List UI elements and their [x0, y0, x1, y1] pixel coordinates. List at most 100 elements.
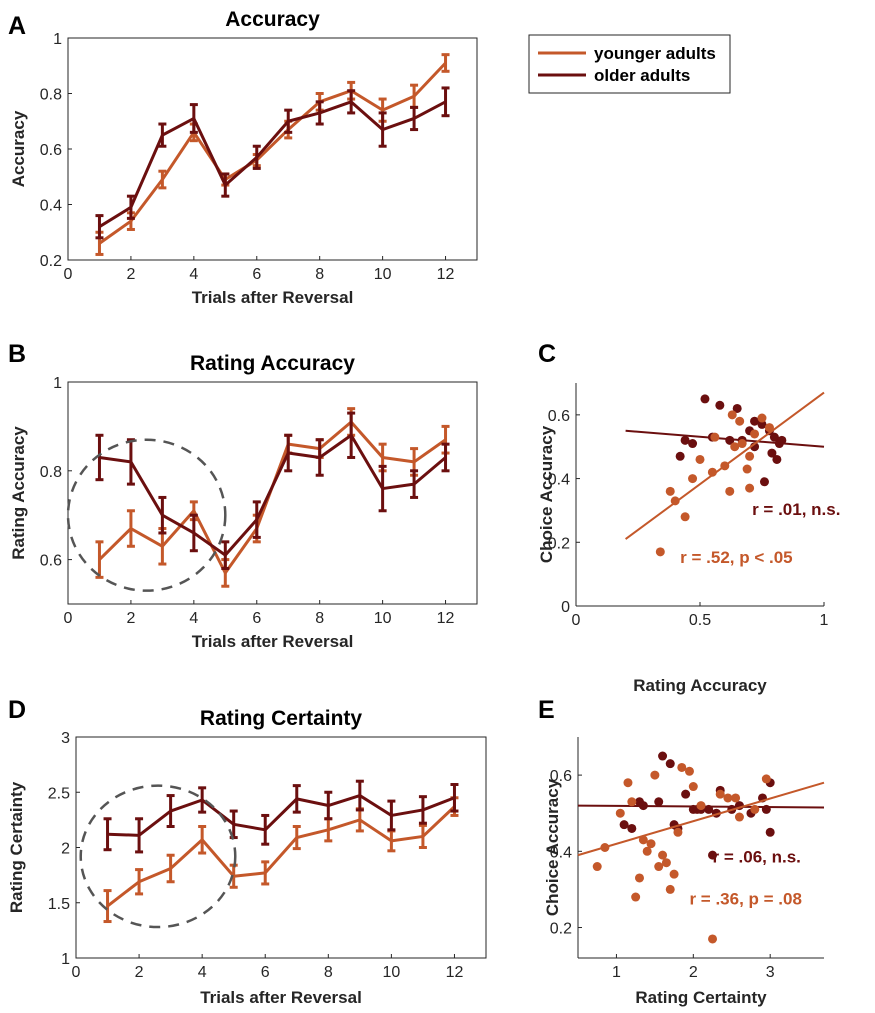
data-point — [638, 835, 648, 845]
x-tick-label: 3 — [766, 964, 775, 981]
data-point — [745, 451, 755, 461]
y-tick-label: 0 — [561, 599, 570, 616]
data-point — [665, 486, 675, 496]
x-tick-label: 0 — [64, 610, 73, 627]
data-point — [757, 413, 767, 423]
x-tick-label: 4 — [189, 266, 198, 283]
y-axis-label: Accuracy — [9, 110, 28, 187]
series-younger — [577, 762, 825, 944]
x-tick-label: 12 — [437, 266, 455, 283]
y-tick-label: 0.6 — [40, 553, 62, 570]
series-older — [625, 394, 825, 487]
panel-letter-e: E — [538, 696, 555, 724]
y-tick-label: 0.2 — [548, 535, 570, 552]
data-point — [677, 762, 687, 772]
x-tick-label: 0 — [572, 612, 581, 629]
data-point — [761, 774, 771, 784]
series-younger — [103, 796, 459, 924]
legend: younger adults older adults — [528, 34, 731, 94]
data-point — [650, 770, 660, 780]
data-point — [737, 439, 747, 449]
data-point — [688, 782, 698, 792]
series-younger — [95, 53, 450, 256]
data-point — [735, 416, 745, 426]
chart-title: Rating Certainty — [200, 707, 363, 730]
x-tick-label: 2 — [135, 964, 144, 981]
fit-line — [625, 429, 825, 448]
data-point — [619, 820, 629, 830]
x-tick-label: 6 — [252, 610, 261, 627]
data-point — [769, 432, 779, 442]
x-tick-label: 8 — [315, 610, 324, 627]
panel-b: B Rating Accuracy 0 2 4 6 8 10 12 0.6 0.8 1 Trials a… — [8, 340, 478, 651]
data-point — [730, 442, 740, 452]
y-tick-label: 0.2 — [40, 253, 62, 270]
data-point — [745, 483, 755, 493]
y-tick-label: 3 — [61, 730, 70, 747]
data-point — [680, 435, 690, 445]
correlation-annotation: r = .52, p < .05 — [680, 548, 792, 567]
highlight-circle — [66, 438, 227, 592]
data-point — [700, 394, 710, 404]
data-point — [669, 869, 679, 879]
y-tick-label: 0.6 — [40, 142, 62, 159]
highlight-circle — [79, 784, 237, 929]
x-tick-label: 8 — [315, 266, 324, 283]
data-point — [658, 751, 668, 761]
x-tick-label: 6 — [261, 964, 270, 981]
data-point — [710, 432, 720, 442]
y-tick-label: 0.6 — [548, 408, 570, 425]
y-tick-label: 0.8 — [40, 464, 62, 481]
data-point — [688, 439, 698, 449]
x-tick-label: 1 — [820, 612, 829, 629]
data-point — [696, 801, 706, 811]
series-line — [98, 100, 447, 228]
data-point — [750, 429, 760, 439]
data-point — [715, 400, 725, 410]
panel-e: E 1 2 3 0.2 0.4 0.6 Rating Certainty Choice Accu… — [538, 696, 825, 1007]
data-point — [646, 839, 656, 849]
correlation-annotation: r = .36, p = .08 — [689, 890, 801, 909]
chart-title: Rating Accuracy — [190, 352, 355, 375]
x-axis-label: Trials after Reversal — [192, 288, 354, 307]
series-younger — [95, 407, 450, 588]
data-point — [654, 862, 664, 872]
panel-letter-b: B — [8, 340, 26, 368]
x-tick-label: 2 — [126, 266, 135, 283]
panel-letter-d: D — [8, 696, 26, 724]
data-point — [675, 451, 685, 461]
x-tick-label: 2 — [689, 964, 698, 981]
data-point — [627, 797, 637, 807]
data-point — [654, 797, 664, 807]
panel-letter-c: C — [538, 340, 556, 368]
data-point — [695, 454, 705, 464]
panel-d: D Rating Certainty 0 2 4 6 8 10 12 1 1.5 2 2.5 3 Trial… — [7, 696, 487, 1007]
data-point — [665, 884, 675, 894]
y-tick-label: 0.4 — [40, 198, 62, 215]
y-tick-label: 1.5 — [48, 896, 70, 913]
data-point — [681, 789, 691, 799]
series-line — [98, 61, 447, 245]
y-tick-label: 0.6 — [550, 768, 572, 785]
legend-younger-label: younger adults — [594, 44, 716, 63]
y-tick-label: 0.4 — [548, 472, 570, 489]
data-point — [750, 416, 760, 426]
data-point — [688, 474, 698, 484]
data-point — [635, 873, 644, 883]
x-tick-label: 10 — [374, 266, 392, 283]
data-point — [742, 464, 752, 474]
panel-letter-a: A — [8, 12, 26, 40]
panel-a: A Accuracy 0 2 4 6 8 10 12 0.2 0.4 0.6 0.8 1 Trials af… — [8, 8, 478, 307]
series-older — [95, 411, 450, 570]
data-point — [615, 808, 625, 818]
x-tick-label: 10 — [382, 964, 400, 981]
data-point — [658, 850, 668, 860]
data-point — [708, 850, 718, 860]
y-axis-label: Choice Accuracy — [537, 425, 556, 563]
legend-box — [528, 34, 731, 94]
chart-title: Accuracy — [225, 8, 320, 31]
data-point — [684, 766, 694, 776]
y-tick-label: 1 — [61, 951, 70, 968]
y-axis-label: Choice Accuracy — [543, 778, 562, 916]
